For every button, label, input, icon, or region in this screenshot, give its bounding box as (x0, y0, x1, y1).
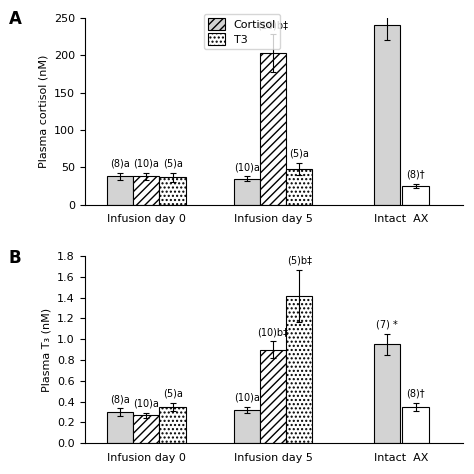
Text: (5)a: (5)a (163, 389, 182, 399)
Bar (260, 350, 286, 443)
Text: (10)b‡: (10)b‡ (257, 327, 289, 337)
Bar (286, 296, 312, 443)
Text: (5)a: (5)a (163, 158, 182, 168)
Text: (5)b‡: (5)b‡ (287, 255, 312, 265)
Text: (8)†: (8)† (406, 389, 425, 399)
Bar (402, 407, 428, 443)
Bar (234, 410, 260, 443)
Text: (7) *: (7) * (376, 320, 398, 330)
Text: (8)a: (8)a (110, 394, 130, 404)
Bar (374, 345, 400, 443)
Text: A: A (9, 10, 22, 28)
Bar (107, 412, 133, 443)
Bar (286, 169, 312, 205)
Bar (374, 25, 400, 205)
Text: B: B (9, 249, 21, 267)
Text: (5)a: (5)a (289, 149, 309, 159)
Text: (10)a: (10)a (234, 162, 260, 172)
Y-axis label: Plasma T₃ (nM): Plasma T₃ (nM) (42, 308, 52, 392)
Text: (10)b‡: (10)b‡ (257, 20, 289, 30)
Y-axis label: Plasma cortisol (nM): Plasma cortisol (nM) (38, 55, 48, 168)
Bar (260, 53, 286, 205)
Bar (402, 186, 428, 205)
Text: (8)†: (8)† (406, 170, 425, 180)
Bar (159, 177, 186, 205)
Bar (234, 179, 260, 205)
Text: (8)a: (8)a (110, 158, 130, 168)
Text: (10)a: (10)a (133, 158, 159, 168)
Text: (10)a: (10)a (133, 399, 159, 409)
Bar (133, 176, 159, 205)
Text: (10)a: (10)a (234, 392, 260, 403)
Bar (133, 415, 159, 443)
Bar (159, 407, 186, 443)
Legend: Cortisol, T3: Cortisol, T3 (204, 14, 280, 49)
Bar (107, 176, 133, 205)
